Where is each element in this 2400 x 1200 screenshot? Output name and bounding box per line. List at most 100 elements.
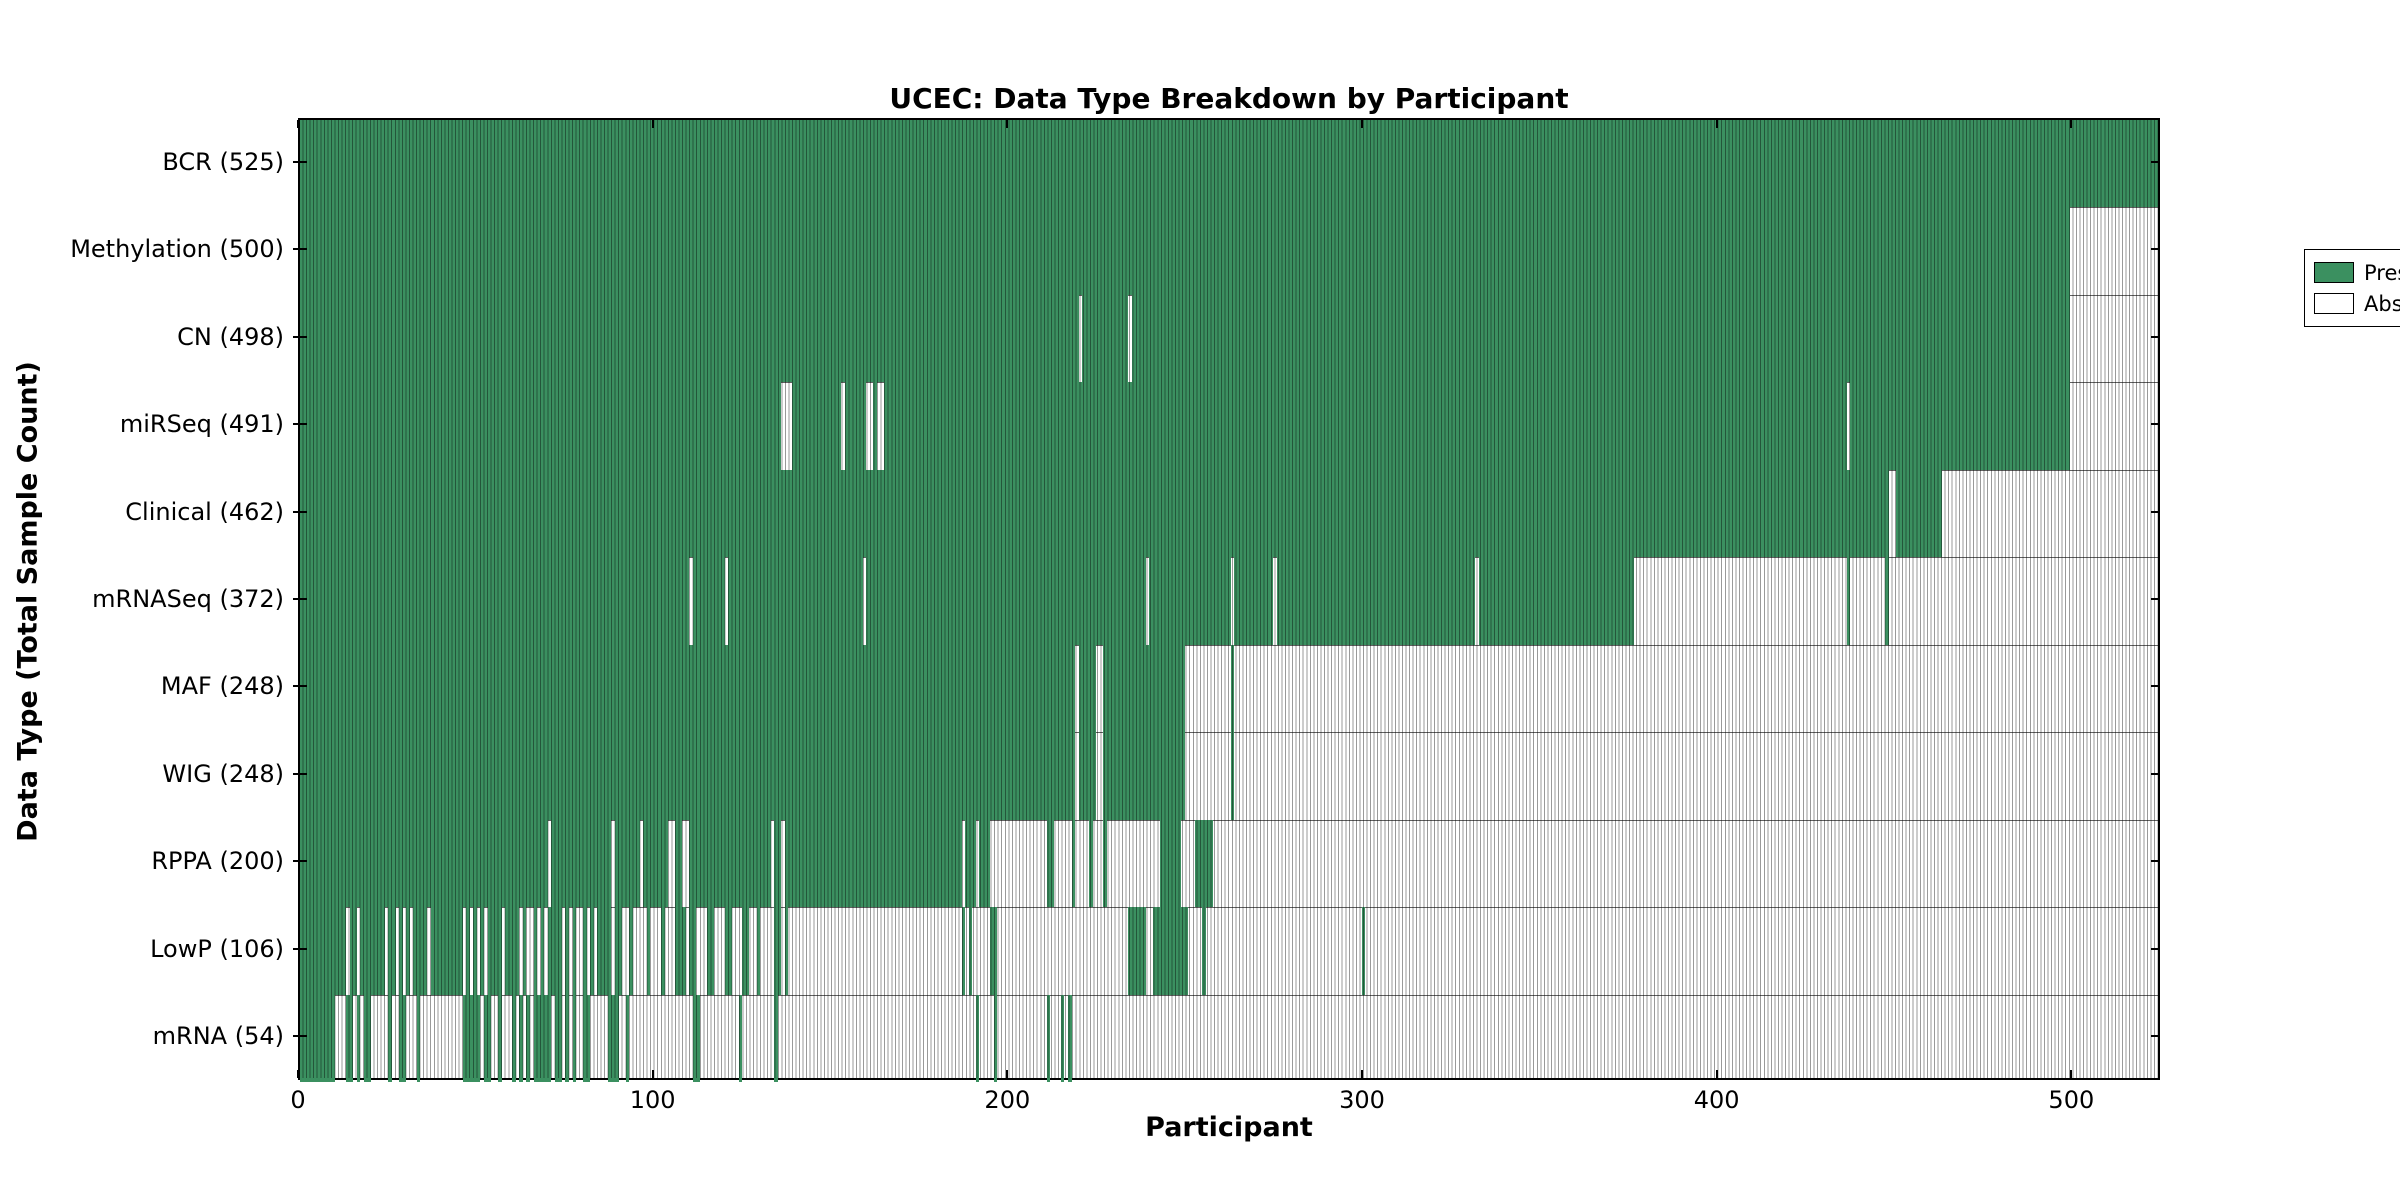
row-mRNA	[300, 994, 2158, 1082]
present-block	[505, 907, 520, 995]
present-block	[1850, 382, 2070, 470]
legend-label-absent: Absent	[2364, 291, 2400, 316]
y-tick-mark	[2151, 772, 2158, 775]
present-block	[1060, 994, 1065, 1082]
y-tick-mark	[300, 947, 307, 950]
y-tick-mark	[293, 772, 302, 775]
y-tick-mark	[2151, 423, 2158, 426]
present-block	[565, 994, 569, 1082]
y-tick-label-Methylation: Methylation (500)	[70, 235, 284, 264]
present-block	[968, 907, 973, 995]
x-tick-label-200: 200	[984, 1086, 1031, 1114]
present-block	[565, 907, 569, 995]
row-WIG	[300, 732, 2158, 820]
present-block	[1149, 557, 1231, 645]
y-tick-label-miRSeq: miRSeq (491)	[119, 410, 284, 439]
present-block	[706, 907, 715, 995]
present-block	[300, 207, 2070, 295]
y-tick-mark	[300, 685, 307, 688]
x-tick-mark	[1715, 120, 1718, 128]
present-block	[551, 819, 612, 908]
present-block	[300, 907, 346, 995]
present-block	[554, 994, 562, 1082]
present-block	[300, 469, 1890, 558]
present-block	[399, 994, 407, 1082]
present-block	[738, 994, 743, 1082]
present-block	[590, 907, 594, 995]
y-tick-label-Clinical: Clinical (462)	[125, 497, 284, 526]
present-block	[487, 907, 502, 995]
present-block	[388, 907, 396, 995]
present-block	[660, 907, 665, 995]
present-block	[774, 907, 782, 995]
y-tick-mark	[2151, 1035, 2158, 1038]
y-tick-mark	[293, 947, 302, 950]
legend-entry-present: Present	[2314, 261, 2400, 285]
x-tick-mark	[651, 120, 654, 128]
present-block	[1195, 819, 1214, 908]
x-tick-mark	[651, 1070, 654, 1078]
present-block	[675, 819, 683, 908]
present-block	[1478, 557, 1635, 645]
y-tick-mark	[300, 248, 307, 251]
present-block	[413, 907, 428, 995]
y-tick-mark	[293, 423, 302, 426]
present-block	[522, 907, 527, 995]
y-tick-label-BCR: BCR (525)	[162, 147, 284, 176]
row-RPPA	[300, 819, 2158, 908]
present-block	[597, 907, 612, 995]
row-Methylation	[300, 207, 2158, 295]
row-MAF	[300, 644, 2158, 733]
y-tick-mark	[2151, 160, 2158, 163]
present-block	[1202, 907, 1206, 995]
y-tick-mark	[2151, 335, 2158, 338]
present-block	[346, 994, 354, 1082]
present-block	[300, 294, 1079, 383]
present-block	[1071, 819, 1076, 908]
y-tick-mark	[293, 685, 302, 688]
absent-swatch	[2314, 293, 2354, 314]
present-block	[300, 557, 690, 645]
present-block	[1082, 294, 1129, 383]
present-block	[993, 994, 998, 1082]
y-tick-mark	[2151, 510, 2158, 513]
present-block	[873, 382, 877, 470]
present-block	[1230, 732, 1235, 820]
present-block	[689, 819, 771, 908]
row-Clinical	[300, 469, 2158, 558]
present-block	[784, 907, 789, 995]
present-block	[1103, 644, 1185, 733]
present-block	[643, 819, 669, 908]
y-tick-mark	[300, 860, 307, 863]
present-block	[607, 994, 619, 1082]
y-tick-mark	[293, 335, 302, 338]
y-tick-label-LowP: LowP (106)	[150, 934, 284, 963]
present-block	[300, 644, 1076, 733]
present-block	[484, 994, 492, 1082]
present-block	[462, 994, 481, 1082]
row-LowP	[300, 907, 2158, 995]
present-block	[990, 907, 998, 995]
y-tick-mark	[293, 598, 302, 600]
row-CN	[300, 294, 2158, 383]
y-tick-mark	[2151, 685, 2158, 688]
present-block	[614, 907, 623, 995]
present-block	[1234, 557, 1274, 645]
legend-entry-absent: Absent	[2314, 292, 2400, 316]
y-tick-mark	[300, 1035, 307, 1038]
y-tick-mark	[300, 423, 307, 426]
present-block	[356, 994, 361, 1082]
present-block	[784, 819, 962, 908]
x-tick-label-400: 400	[1693, 1086, 1740, 1114]
x-tick-mark	[1361, 120, 1363, 128]
present-block	[547, 907, 562, 995]
present-block	[480, 907, 485, 995]
x-tick-mark	[2070, 120, 2073, 128]
chart-title: UCEC: Data Type Breakdown by Participant	[889, 82, 1569, 115]
present-block	[1128, 907, 1146, 995]
present-block	[363, 994, 371, 1082]
present-swatch	[2314, 262, 2354, 283]
present-block	[692, 994, 700, 1082]
present-block	[1103, 732, 1185, 820]
